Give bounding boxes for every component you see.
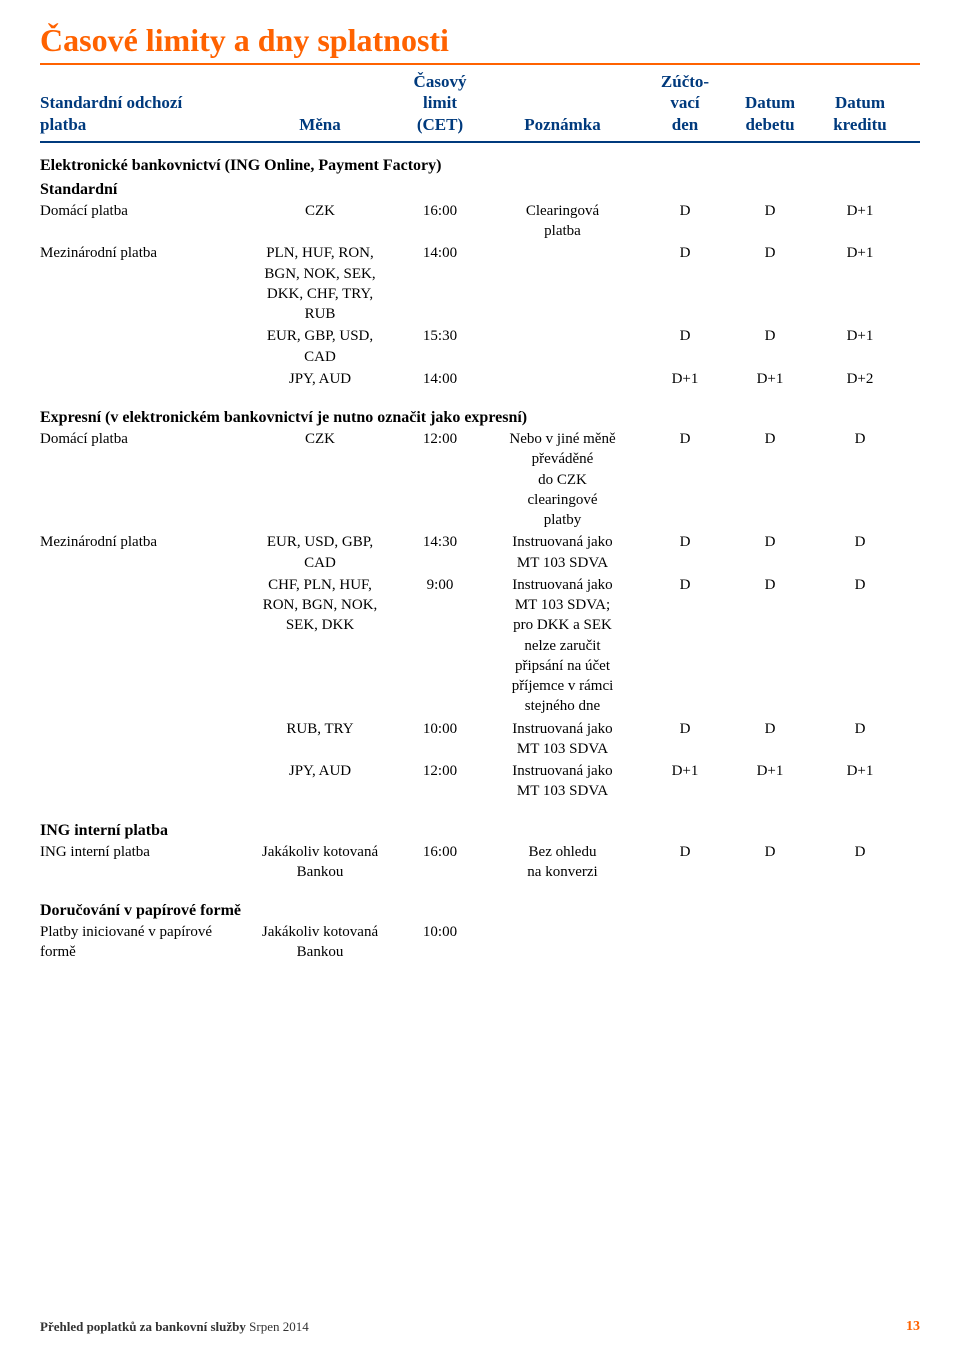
cell-time: 14:00 [400,243,480,263]
cell-zuctovaci-den: D [645,201,725,221]
cell-time: 14:30 [400,532,480,552]
table-row: Domácí platbaCZK16:00ClearingováplatbaDD… [40,201,920,242]
cell-currency: CZK [240,201,400,221]
section-heading: Doručování v papírové formě [40,902,920,920]
cell-datum-kreditu: D+2 [815,369,905,389]
cell-datum-debetu: D [725,243,815,263]
cell-type: Domácí platba [40,429,240,449]
cell-zuctovaci-den: D [645,575,725,595]
header-type: Standardní odchozíplatba [40,92,240,135]
page-title: Časové limity a dny splatnosti [40,22,920,65]
cell-currency: EUR, GBP, USD,CAD [240,326,400,367]
cell-zuctovaci-den: D [645,326,725,346]
cell-type: Mezinárodní platba [40,532,240,552]
cell-datum-debetu: D [725,575,815,595]
cell-datum-kreditu: D+1 [815,761,905,781]
cell-currency: JPY, AUD [240,369,400,389]
table-row: RUB, TRY10:00Instruovaná jakoMT 103 SDVA… [40,719,920,760]
header-zuctovaci-den: Zúčto-vacíden [645,71,725,135]
header-note: Poznámka [480,114,645,135]
cell-datum-debetu: D [725,532,815,552]
cell-currency: JPY, AUD [240,761,400,781]
section-heading: ING interní platba [40,822,920,840]
cell-note: Instruovaná jakoMT 103 SDVA [480,532,645,573]
cell-time: 10:00 [400,719,480,739]
cell-time: 16:00 [400,842,480,862]
footer-text: Přehled poplatků za bankovní služby Srpe… [40,1319,309,1335]
cell-datum-kreditu: D+1 [815,243,905,263]
cell-datum-kreditu: D [815,575,905,595]
cell-currency: RUB, TRY [240,719,400,739]
cell-zuctovaci-den: D [645,243,725,263]
cell-datum-kreditu: D+1 [815,326,905,346]
cell-note: Instruovaná jakoMT 103 SDVA [480,719,645,760]
cell-currency: Jakákoliv kotovanáBankou [240,842,400,883]
cell-time: 9:00 [400,575,480,595]
header-currency: Měna [240,114,400,135]
cell-currency: CHF, PLN, HUF,RON, BGN, NOK,SEK, DKK [240,575,400,636]
table-row: Mezinárodní platbaPLN, HUF, RON,BGN, NOK… [40,243,920,324]
cell-time: 16:00 [400,201,480,221]
cell-currency: CZK [240,429,400,449]
table-body: Elektronické bankovnictví (ING Online, P… [40,157,920,963]
footer-page-number: 13 [906,1319,920,1335]
cell-time: 12:00 [400,429,480,449]
cell-type: ING interní platba [40,842,240,862]
cell-datum-debetu: D [725,201,815,221]
table-row: Mezinárodní platbaEUR, USD, GBP,CAD14:30… [40,532,920,573]
cell-zuctovaci-den: D [645,532,725,552]
cell-datum-kreditu: D [815,842,905,862]
cell-datum-debetu: D [725,842,815,862]
footer-plain: Srpen 2014 [246,1319,309,1334]
footer-bold: Přehled poplatků za bankovní služby [40,1319,246,1334]
cell-note: Nebo v jiné měněpřeváděnédo CZKclearingo… [480,429,645,530]
cell-zuctovaci-den: D [645,842,725,862]
cell-zuctovaci-den: D [645,429,725,449]
header-datum-debetu: Datumdebetu [725,92,815,135]
page-footer: Přehled poplatků za bankovní služby Srpe… [40,1319,920,1335]
table-row: CHF, PLN, HUF,RON, BGN, NOK,SEK, DKK9:00… [40,575,920,717]
header-time: Časovýlimit(CET) [400,71,480,135]
cell-time: 14:00 [400,369,480,389]
cell-currency: Jakákoliv kotovanáBankou [240,922,400,963]
cell-zuctovaci-den: D+1 [645,761,725,781]
cell-datum-debetu: D [725,326,815,346]
cell-zuctovaci-den: D [645,719,725,739]
cell-datum-debetu: D+1 [725,761,815,781]
cell-type: Domácí platba [40,201,240,221]
cell-datum-debetu: D+1 [725,369,815,389]
cell-time: 15:30 [400,326,480,346]
cell-datum-kreditu: D [815,429,905,449]
table-row: ING interní platbaJakákoliv kotovanáBank… [40,842,920,883]
table-row: JPY, AUD12:00Instruovaná jakoMT 103 SDVA… [40,761,920,802]
cell-datum-kreditu: D+1 [815,201,905,221]
header-datum-kreditu: Datumkreditu [815,92,905,135]
section-heading: Expresní (v elektronickém bankovnictví j… [40,409,920,427]
cell-note: Instruovaná jakoMT 103 SDVA;pro DKK a SE… [480,575,645,717]
table-row: Platby iniciované v papírovéforměJakákol… [40,922,920,963]
cell-note: Instruovaná jakoMT 103 SDVA [480,761,645,802]
table-row: Domácí platbaCZK12:00Nebo v jiné měněpře… [40,429,920,530]
table-row: EUR, GBP, USD,CAD15:30DDD+1 [40,326,920,367]
cell-currency: PLN, HUF, RON,BGN, NOK, SEK,DKK, CHF, TR… [240,243,400,324]
cell-datum-kreditu: D [815,719,905,739]
cell-currency: EUR, USD, GBP,CAD [240,532,400,573]
cell-zuctovaci-den: D+1 [645,369,725,389]
cell-note: Clearingováplatba [480,201,645,242]
cell-datum-debetu: D [725,719,815,739]
table-header: Standardní odchozíplatba Měna Časovýlimi… [40,71,920,143]
cell-time: 10:00 [400,922,480,942]
cell-time: 12:00 [400,761,480,781]
cell-datum-debetu: D [725,429,815,449]
section-subheading: Standardní [40,181,920,199]
cell-datum-kreditu: D [815,532,905,552]
cell-type: Mezinárodní platba [40,243,240,263]
cell-note: Bez ohleduna konverzi [480,842,645,883]
section-heading: Elektronické bankovnictví (ING Online, P… [40,157,920,175]
table-row: JPY, AUD14:00D+1D+1D+2 [40,369,920,389]
cell-type: Platby iniciované v papírovéformě [40,922,240,963]
